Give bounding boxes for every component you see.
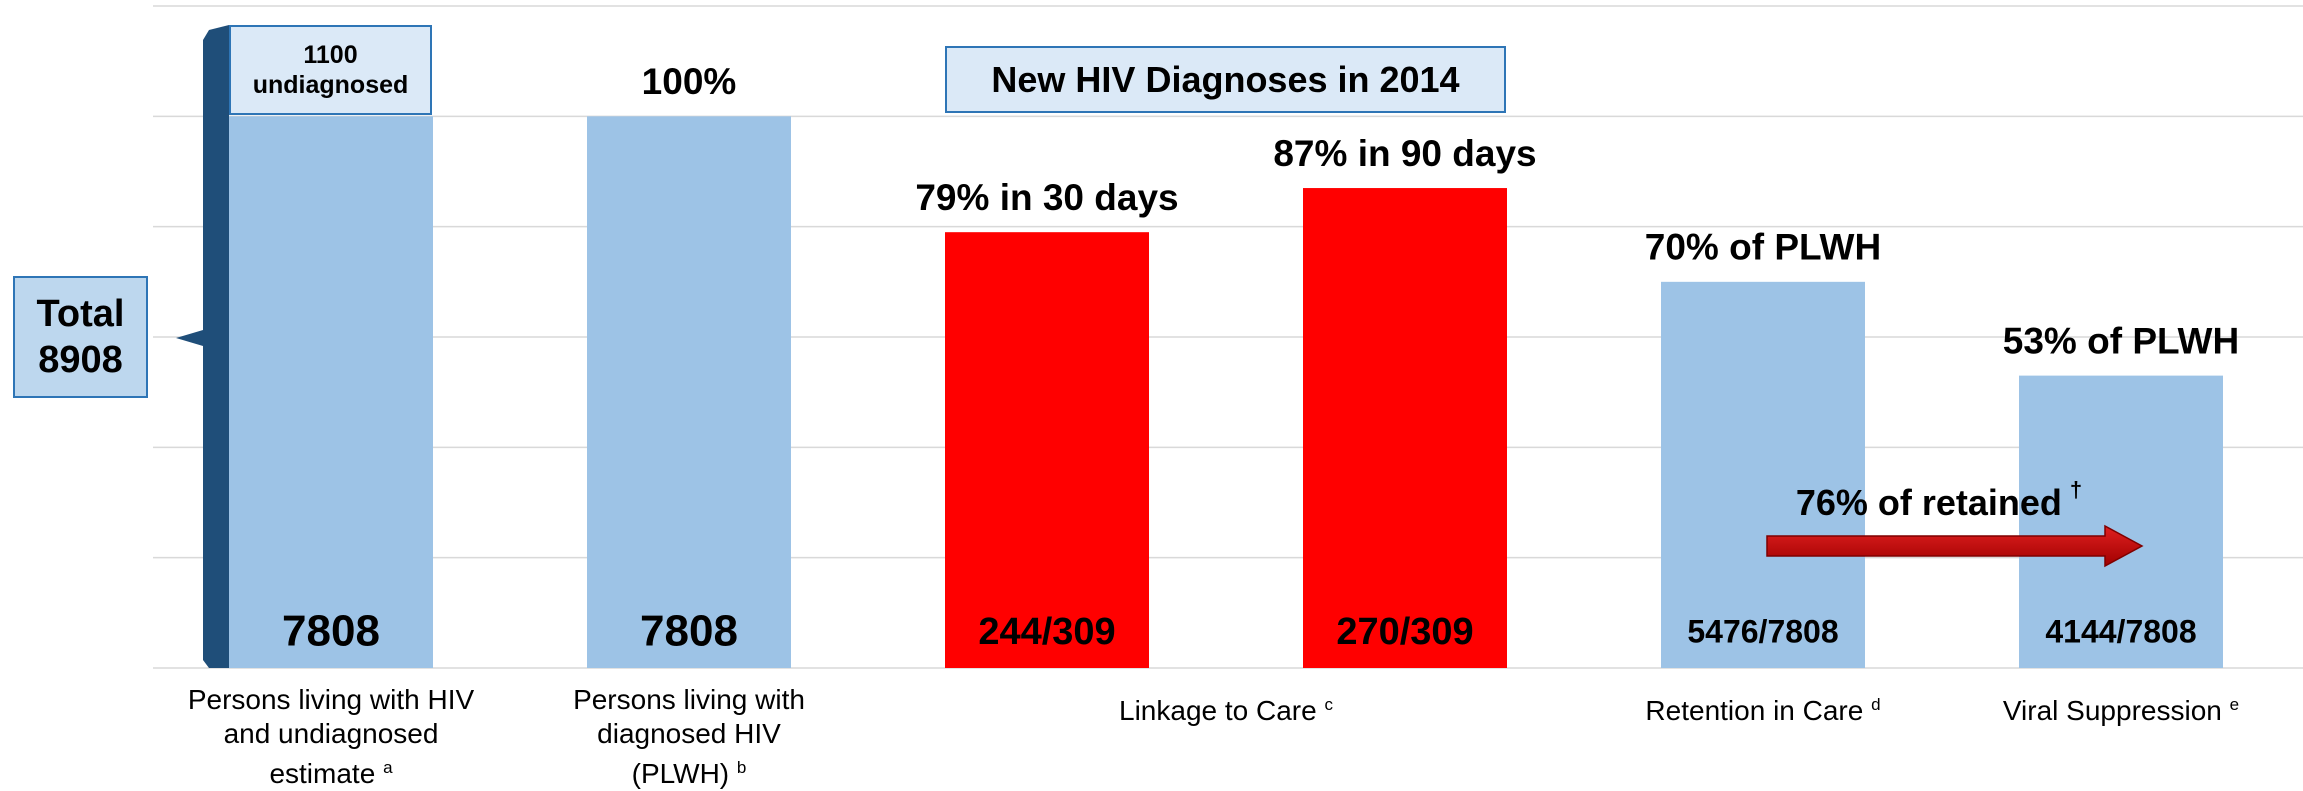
x-tick-label: Retention in Care d [1463, 688, 2063, 728]
bar-count-label: 5476/7808 [1687, 613, 1838, 649]
category-text: Persons living with diagnosed HIV (PLWH) [573, 684, 805, 789]
bar-count-label: 270/309 [1336, 611, 1473, 653]
total-box: Total 8908 [13, 276, 148, 398]
value-label: 79% in 30 days [915, 177, 1178, 218]
bar-count-label: 4144/7808 [2045, 613, 2196, 649]
bar [587, 116, 791, 669]
bar [2019, 375, 2223, 668]
undiagnosed-text: 1100 undiagnosed [252, 41, 409, 99]
total-text: Total 8908 [36, 293, 125, 381]
category-note: b [736, 758, 747, 777]
undiagnosed-box: 1100 undiagnosed [229, 25, 432, 115]
value-label: 100% [642, 61, 737, 102]
bars: 7808 100% 7808 79% in 30 days 244/309 87% in … [229, 61, 2239, 669]
value-label: 70% of PLWH [1645, 227, 1881, 268]
category-note: c [1324, 695, 1333, 714]
arrow [1766, 524, 2144, 568]
value-label: 53% of PLWH [2003, 320, 2239, 361]
category-text: Viral Suppression [2002, 695, 2222, 726]
retained-annotation: 76% of retained † [1796, 477, 2082, 523]
category-text: Linkage to Care [1119, 695, 1317, 726]
bar [229, 116, 433, 669]
category-text: Retention in Care [1645, 695, 1864, 726]
bracket [176, 25, 229, 668]
retained-mark: † [2070, 477, 2082, 502]
bar-count-label: 244/309 [978, 611, 1115, 653]
retained-text: 76% of retained [1796, 482, 2062, 523]
x-tick-label: Persons living with diagnosed HIV (PLWH)… [554, 683, 824, 791]
category-note: d [1871, 695, 1881, 714]
category-note: a [383, 758, 393, 777]
grid [153, 5, 2303, 669]
title-box: New HIV Diagnoses in 2014 [945, 46, 1506, 113]
x-tick-label: Viral Suppression e [1821, 688, 2303, 728]
category-text: Persons living with HIV and undiagnosed … [187, 684, 475, 789]
x-tick-label: Linkage to Care c [926, 688, 1526, 728]
bar-count-label: 7808 [282, 607, 380, 656]
category-note: e [2229, 695, 2240, 714]
bar [1303, 188, 1507, 669]
title-box-text: New HIV Diagnoses in 2014 [991, 58, 1460, 100]
x-tick-label: Persons living with HIV and undiagnosed … [176, 683, 486, 791]
bar-count-label: 7808 [640, 607, 738, 656]
value-label: 87% in 90 days [1273, 133, 1536, 174]
bar [945, 232, 1149, 668]
bar [1661, 281, 1865, 668]
